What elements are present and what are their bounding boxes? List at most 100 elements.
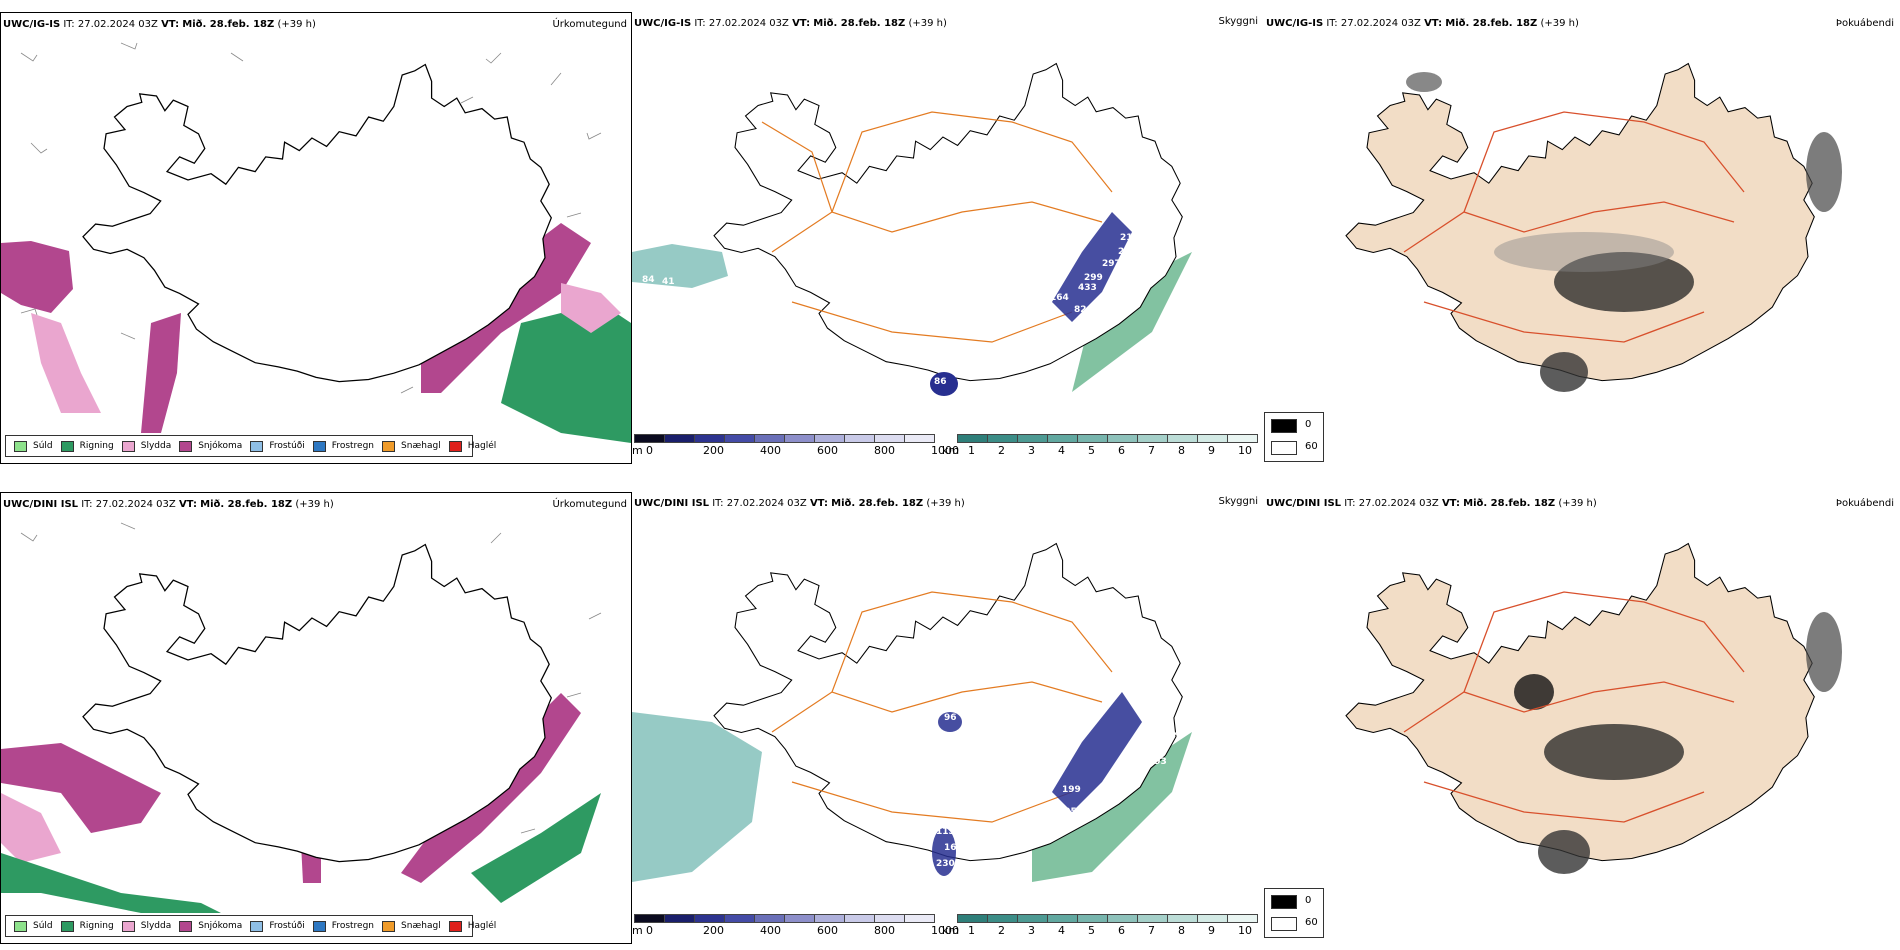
colorbar-cell — [1138, 914, 1168, 923]
snow-depth-label: 96 — [944, 713, 957, 723]
colorbar-cell — [695, 434, 725, 443]
panel-header: UWC/DINI ISL IT: 27.02.2024 03Z VT: Mið.… — [634, 498, 965, 509]
snow-depth-label: 170 — [1126, 273, 1145, 283]
colorbar-cell — [815, 914, 845, 923]
snow-depth-label: 261 — [1144, 241, 1163, 251]
colorbar-cell — [634, 914, 665, 923]
fog-legend: 0 60 — [1264, 412, 1324, 462]
snow-depth-label: 396 — [1082, 801, 1101, 811]
snow-depth-label: 297 — [1102, 259, 1121, 269]
legend-label: Frostregn — [331, 921, 375, 931]
colorbar-cell — [1168, 434, 1198, 443]
legend-swatch — [448, 440, 462, 452]
legend-item: Snæhagl — [382, 440, 441, 452]
legend-label: Slydda — [140, 441, 172, 451]
colorbar-tick: 800 — [874, 924, 895, 937]
colorbar-cell — [1228, 914, 1258, 923]
legend-swatch — [382, 440, 396, 452]
panel-title: Þokuábendi — [1835, 18, 1894, 29]
precip-type-legend: Súld Rigning Slydda Snjókoma Frostúði Frostre… — [5, 435, 496, 457]
snow-depth-label: 86 — [934, 377, 947, 387]
legend-label: Rigning — [79, 921, 114, 931]
legend-label: Súld — [33, 441, 53, 451]
roads — [1403, 111, 1745, 343]
colorbar-tick: 400 — [760, 924, 781, 937]
colorbar-cell — [725, 434, 755, 443]
legend-swatch — [250, 920, 264, 932]
precip-type-map — [1, 42, 631, 443]
panel-header: UWC/IG-IS IT: 27.02.2024 03Z VT: Mið. 28… — [634, 18, 947, 29]
colorbar-tick: 1 — [968, 924, 975, 937]
legend-label: Haglél — [467, 441, 497, 451]
fog-panel-bottom: UWC/DINI ISL IT: 27.02.2024 03Z VT: Mið.… — [1264, 492, 1900, 942]
legend-label: Frostregn — [331, 441, 375, 451]
legend-swatch — [14, 920, 27, 932]
colorbar-tick: 600 — [817, 924, 838, 937]
colorbar-cell — [785, 914, 815, 923]
roads — [761, 111, 1113, 343]
colorbar-tick: 6 — [1118, 924, 1125, 937]
colorbar-cell — [1078, 434, 1108, 443]
legend-item: Snæhagl — [382, 920, 441, 932]
colorbar-tick: 7 — [1148, 444, 1155, 457]
colorbar-tick: 10 — [1238, 444, 1252, 457]
colorbar-tick: 2 — [998, 444, 1005, 457]
colorbar-tick: 600 — [817, 444, 838, 457]
colorbar-cell — [634, 434, 665, 443]
visibility-colorbar — [957, 434, 1258, 443]
legend-label: Snæhagl — [401, 921, 441, 931]
snow-depth-label: 264 — [1162, 729, 1181, 739]
snow-depth-label: 41 — [662, 277, 675, 287]
legend-item: Súld — [14, 440, 53, 452]
legend-item: Haglél — [448, 920, 496, 932]
roads — [771, 591, 1113, 823]
legend-item: Frostúði — [250, 440, 305, 452]
colorbar-cell — [1138, 434, 1168, 443]
legend-swatch — [312, 440, 326, 452]
legend-label: Súld — [33, 921, 53, 931]
snow-depth-label: 230 — [936, 859, 955, 869]
snow-depth-label: 433 — [1078, 283, 1097, 293]
legend-item: Frostúði — [250, 920, 305, 932]
snow-depth-label: 12 — [922, 733, 935, 743]
colorbar-cell — [957, 434, 988, 443]
legend-label: Slydda — [140, 921, 172, 931]
colorbar-cell — [725, 914, 755, 923]
snow-depth-label: 82 — [1074, 305, 1087, 315]
snow-depth-label: 214 — [1120, 233, 1139, 243]
colorbar-tick: 10 — [1238, 924, 1252, 937]
snow-depth-label: 115 — [936, 827, 955, 837]
legend-label: Snæhagl — [401, 441, 441, 451]
snow-depth-label: 78 — [677, 315, 690, 325]
colorbar-tick: 200 — [703, 924, 724, 937]
panel-header: UWC/IG-IS IT: 27.02.2024 03Z VT: Mið. 28… — [1266, 18, 1579, 29]
snow-vis-panel-top: UWC/IG-IS IT: 27.02.2024 03Z VT: Mið. 28… — [632, 12, 1262, 462]
snow-ticks: m 0 200 400 600 800 1000 — [632, 444, 959, 458]
colorbar-cell — [1168, 914, 1198, 923]
colorbar-cell — [845, 434, 875, 443]
colorbar-tick: 400 — [760, 444, 781, 457]
snow-depth-label: 208 — [1128, 741, 1147, 751]
legend-swatch — [14, 440, 27, 452]
legend-label: Rigning — [79, 441, 114, 451]
fog-map — [1345, 62, 1842, 392]
legend-swatch — [312, 920, 326, 932]
colorbar-tick: 0 — [646, 924, 653, 937]
colorbar-tick: 7 — [1148, 924, 1155, 937]
snow-depth-label: 84 — [642, 275, 655, 285]
legend-swatch — [382, 920, 396, 932]
colorbar-cell — [1108, 914, 1138, 923]
snow-ticks: m 0 200 400 600 800 1000 — [632, 924, 959, 938]
legend-swatch — [121, 920, 135, 932]
snow-depth-label: 202 — [1118, 247, 1137, 257]
colorbar-tick: 800 — [874, 444, 895, 457]
colorbar-unit: m — [632, 924, 643, 937]
colorbar-cell — [1048, 914, 1078, 923]
snow-vis-map: 84 41 78 86 164 433 82 309 299 297 202 261 214 170 20 — [632, 62, 1192, 396]
panel-title: Skyggni — [1218, 496, 1258, 507]
legend-label: Snjókoma — [198, 441, 243, 451]
legend-label: Snjókoma — [198, 921, 243, 931]
precip-type-panel-top: UWC/IG-IS IT: 27.02.2024 03Z VT: Mið. 28… — [0, 12, 632, 464]
legend-item: Súld — [14, 920, 53, 932]
snow-depth-label: 495 — [1058, 807, 1077, 817]
